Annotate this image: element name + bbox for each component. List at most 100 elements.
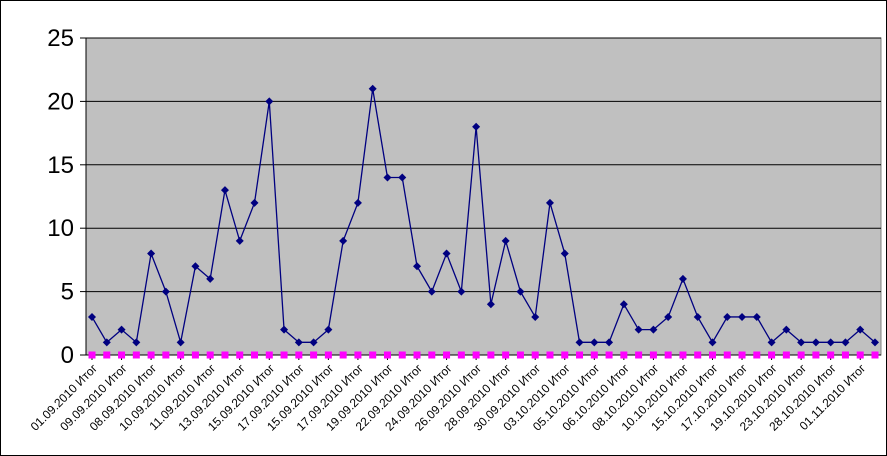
series-1-point [590, 338, 599, 347]
series-1-point [545, 198, 554, 207]
series-2-point [856, 351, 864, 359]
series-2-point [827, 351, 835, 359]
series-2-point [768, 351, 776, 359]
series-1-point [560, 249, 569, 258]
series-2-point [369, 351, 377, 359]
series-2-point [324, 351, 332, 359]
series-2-point [561, 351, 569, 359]
series-2-point [177, 351, 185, 359]
series-1-point [575, 338, 584, 347]
series-1-point [442, 249, 451, 258]
series-2-point [516, 351, 524, 359]
series-2-point [531, 351, 539, 359]
series-2-point [738, 351, 746, 359]
series-2-point [428, 351, 436, 359]
series-1-point [472, 122, 481, 131]
series-1-point [693, 312, 702, 321]
series-2-point [354, 351, 362, 359]
series-2-point [221, 351, 229, 359]
series-1-point [516, 287, 525, 296]
series-2-point [620, 351, 628, 359]
series-2-point [383, 351, 391, 359]
series-1-point [88, 312, 96, 321]
series-2-point [236, 351, 244, 359]
series-2-point [147, 351, 155, 359]
series-2-point [576, 351, 584, 359]
series-2-point [649, 351, 657, 359]
series-1-point [398, 173, 407, 182]
series-1-point [161, 287, 170, 296]
series-1-point [605, 338, 614, 347]
series-2-point [487, 351, 495, 359]
series-1-point [841, 338, 850, 347]
series-2-point [797, 351, 805, 359]
series-1-point [738, 312, 747, 321]
series-1-point [294, 338, 303, 347]
series-1-point [220, 186, 229, 195]
series-2-point [443, 351, 451, 359]
series-2-point [753, 351, 761, 359]
series-2-point [694, 351, 702, 359]
series-1-point [102, 338, 111, 347]
series-2-point [251, 351, 259, 359]
series-2-point [339, 351, 347, 359]
series-1-point [619, 300, 628, 309]
y-axis: 0 5 10 15 20 25 [47, 25, 87, 369]
series-1-point [486, 300, 495, 309]
series-2-point [310, 351, 318, 359]
series-1-point [649, 325, 658, 334]
series-2-point [812, 351, 820, 359]
series-1-point [235, 236, 244, 245]
series-2-point [782, 351, 790, 359]
series-1-point [176, 338, 185, 347]
series-1-point [664, 312, 673, 321]
y-tick-label: 5 [61, 279, 74, 306]
series-2-point [295, 351, 303, 359]
series-1-point [501, 236, 510, 245]
series-1-point [324, 325, 333, 334]
series-2-point [590, 351, 598, 359]
plot-area [85, 37, 882, 356]
series-2-point [118, 351, 126, 359]
series-2-point [472, 351, 480, 359]
series-1-point [427, 287, 436, 296]
series-1-point [353, 198, 362, 207]
series-1-point [117, 325, 126, 334]
series-1-point [708, 338, 717, 347]
series-1-point [811, 338, 820, 347]
y-tick-label: 25 [47, 25, 74, 52]
series-1-point [280, 325, 289, 334]
series-1-point [368, 84, 377, 93]
y-tick-label: 0 [61, 342, 74, 369]
series-2-point [191, 351, 199, 359]
series-1-point [634, 325, 643, 334]
series-1-point [767, 338, 776, 347]
series-1-point [147, 249, 156, 258]
series-2-point [265, 351, 273, 359]
series-1-point [383, 173, 392, 182]
series-1-point [250, 198, 259, 207]
series-2-point [457, 351, 465, 359]
series-1-point [826, 338, 835, 347]
series-1-point [206, 274, 215, 283]
series-2-point [502, 351, 510, 359]
series-1-point [752, 312, 761, 321]
series-layer [88, 84, 879, 359]
series-2-point [206, 351, 214, 359]
y-tick-label: 15 [47, 152, 74, 179]
series-1-point [856, 325, 865, 334]
series-2-point [605, 351, 613, 359]
series-2-point [546, 351, 554, 359]
series-1-point [871, 338, 879, 347]
y-tick-label: 10 [47, 215, 74, 242]
series-1-point [531, 312, 540, 321]
series-2-point [635, 351, 643, 359]
series-2-point [679, 351, 687, 359]
series-2-point [871, 351, 879, 359]
series-2-point [88, 351, 96, 359]
series-1-point [723, 312, 732, 321]
series-1-point [339, 236, 348, 245]
series-1-point [132, 338, 141, 347]
series-2-point [103, 351, 111, 359]
